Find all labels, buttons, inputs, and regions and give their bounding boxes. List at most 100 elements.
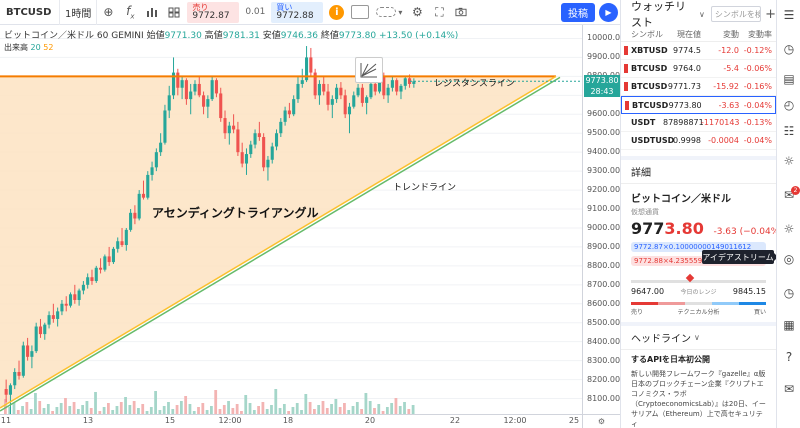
candle-body bbox=[51, 315, 55, 319]
day-range-bar bbox=[631, 273, 766, 283]
buy-button[interactable]: 買い 9772.88 bbox=[271, 1, 324, 23]
price-tick: 9300.00 bbox=[587, 166, 621, 176]
gear-icon[interactable]: ⚙ bbox=[412, 5, 423, 19]
col-change-pct[interactable]: 変動率 bbox=[748, 30, 772, 39]
volume-bar bbox=[235, 404, 239, 414]
candle-body bbox=[330, 99, 334, 105]
candle-body bbox=[335, 87, 339, 100]
tech-label[interactable]: テクニカル分析 bbox=[677, 309, 720, 316]
watchlist-row[interactable]: USDTUSD 0.9998 -0.0004 -0.04% bbox=[621, 132, 776, 150]
volume-value-b: 52 bbox=[43, 43, 54, 52]
post-idea-button[interactable]: 投稿 bbox=[561, 3, 595, 22]
col-symbol[interactable]: シンボル bbox=[631, 30, 663, 39]
candle-body bbox=[390, 80, 394, 88]
symbol-search-input[interactable]: シンボルを検 bbox=[710, 6, 762, 22]
flag-icon[interactable] bbox=[624, 82, 628, 91]
help-icon[interactable]: ? bbox=[785, 350, 793, 364]
candle-body bbox=[403, 78, 407, 86]
watchlist-row[interactable]: XBTUSD 9774.5 -12.0 -0.12% bbox=[621, 42, 776, 60]
add-symbol-icon[interactable]: + bbox=[765, 6, 776, 22]
watchlist-row[interactable]: BTCUSD 9771.73 -15.92 -0.16% bbox=[621, 78, 776, 96]
flag-icon[interactable] bbox=[625, 101, 629, 110]
volume-bar bbox=[107, 403, 110, 414]
hotlist-icon[interactable]: ☷ bbox=[783, 124, 795, 138]
price-tick: 9000.00 bbox=[587, 222, 621, 232]
news-title-label[interactable]: ヘッドライン bbox=[631, 334, 691, 345]
volume-bar bbox=[300, 410, 303, 414]
notifications-icon[interactable]: ✉ bbox=[783, 382, 795, 396]
price-tick: 8800.00 bbox=[587, 260, 621, 270]
ideas-bulb-icon[interactable]: ☼ bbox=[783, 154, 795, 168]
candle-body bbox=[176, 72, 180, 88]
technical-labels: 売り テクニカル分析 買い bbox=[631, 307, 766, 316]
candle-body bbox=[365, 97, 369, 103]
calendar-icon[interactable]: ▦ bbox=[783, 318, 795, 332]
candle-body bbox=[193, 83, 197, 92]
idea-stream-icon[interactable]: ◎ bbox=[783, 252, 795, 266]
volume-bar bbox=[21, 406, 24, 414]
volume-bar bbox=[227, 401, 230, 414]
play-icon[interactable]: ▶ bbox=[599, 3, 618, 22]
volume-bar bbox=[119, 402, 123, 414]
indicator-fx-icon[interactable]: fx bbox=[126, 3, 135, 21]
watchlist-title[interactable]: ウォッチリスト bbox=[631, 0, 686, 29]
add-compare-icon[interactable]: ⊕ bbox=[103, 5, 114, 19]
volume-bar bbox=[158, 410, 162, 414]
volume-bar bbox=[128, 405, 132, 414]
candle-body bbox=[240, 152, 244, 164]
bulb-icon[interactable]: ☼ bbox=[783, 222, 795, 236]
info-icon[interactable]: i bbox=[329, 4, 345, 20]
candle-body bbox=[236, 129, 240, 153]
candle-body bbox=[373, 83, 377, 92]
save-layout-icon[interactable] bbox=[351, 5, 370, 19]
candle-body bbox=[266, 159, 270, 168]
interval-button[interactable]: 1時間 bbox=[60, 0, 98, 25]
volume-bar bbox=[231, 408, 235, 414]
flag-icon[interactable] bbox=[624, 46, 628, 55]
price-axis[interactable]: 10000.009900.009800.009700.009600.009500… bbox=[582, 25, 625, 414]
row-last: 87898871 bbox=[663, 118, 704, 127]
data-window-icon[interactable]: ▤ bbox=[783, 72, 795, 86]
sell-button[interactable]: 売り 9772.87 bbox=[187, 1, 240, 23]
volume-bar bbox=[16, 410, 20, 414]
row-change: -1170143 bbox=[701, 118, 740, 127]
col-last[interactable]: 現在値 bbox=[677, 30, 701, 39]
volume-bar bbox=[398, 406, 402, 414]
watchlist-row[interactable]: BTCUSD 9773.80 -3.63 -0.04% bbox=[621, 96, 776, 114]
watchlist-row[interactable]: USDT 87898871 -1170143 -0.13% bbox=[621, 114, 776, 132]
time-axis[interactable]: 11 13 15 12:00 18 20 22 12:00 25 bbox=[0, 414, 582, 428]
symbol-search-button[interactable]: BTCUSD bbox=[0, 0, 60, 25]
flag-icon[interactable] bbox=[624, 64, 628, 73]
col-change[interactable]: 変動 bbox=[723, 30, 739, 39]
volume-bar bbox=[55, 407, 59, 414]
templates-icon[interactable] bbox=[163, 0, 185, 25]
price-tick: 9900.00 bbox=[587, 52, 621, 62]
watchlist-row[interactable]: BTCUSD 9764.0 -5.4 -0.06% bbox=[621, 60, 776, 78]
news-body: 新しい開発フレームワーク『gazelle』α版日本のブロックチェーン企業『クリプ… bbox=[631, 370, 766, 428]
fullscreen-icon[interactable]: ⛶ bbox=[435, 4, 444, 19]
chat-icon[interactable]: ✉ bbox=[783, 188, 795, 202]
axis-settings-icon[interactable]: ⚙ bbox=[582, 414, 620, 428]
chevron-down-icon[interactable]: ∨ bbox=[699, 9, 705, 19]
cloud-save-button[interactable]: ▾ bbox=[376, 7, 402, 17]
volume-bar bbox=[42, 408, 46, 414]
alarm-icon[interactable]: ◷ bbox=[783, 286, 795, 300]
drawing-tool-icon[interactable] bbox=[355, 57, 383, 83]
alerts-clock-icon[interactable]: ◷ bbox=[783, 42, 795, 56]
candle-body bbox=[296, 83, 300, 100]
volume-bar bbox=[214, 390, 218, 414]
history-icon[interactable]: ◴ bbox=[783, 98, 795, 112]
candle-body bbox=[34, 326, 38, 352]
chart-type-icon[interactable] bbox=[141, 0, 163, 25]
volume-bar bbox=[132, 401, 136, 414]
news-headline[interactable]: するAPIを日本初公開 bbox=[631, 355, 711, 364]
camera-icon[interactable] bbox=[450, 0, 472, 25]
price-tick: 8900.00 bbox=[587, 241, 621, 251]
chevron-down-icon[interactable]: ∨ bbox=[694, 333, 700, 342]
candle-body bbox=[214, 80, 218, 94]
volume-value-a: 20 bbox=[30, 43, 41, 52]
watchlist-icon[interactable]: ☰ bbox=[783, 8, 795, 22]
price-chart[interactable] bbox=[0, 25, 582, 414]
volume-bar bbox=[240, 411, 243, 414]
volume-bar bbox=[68, 406, 72, 414]
